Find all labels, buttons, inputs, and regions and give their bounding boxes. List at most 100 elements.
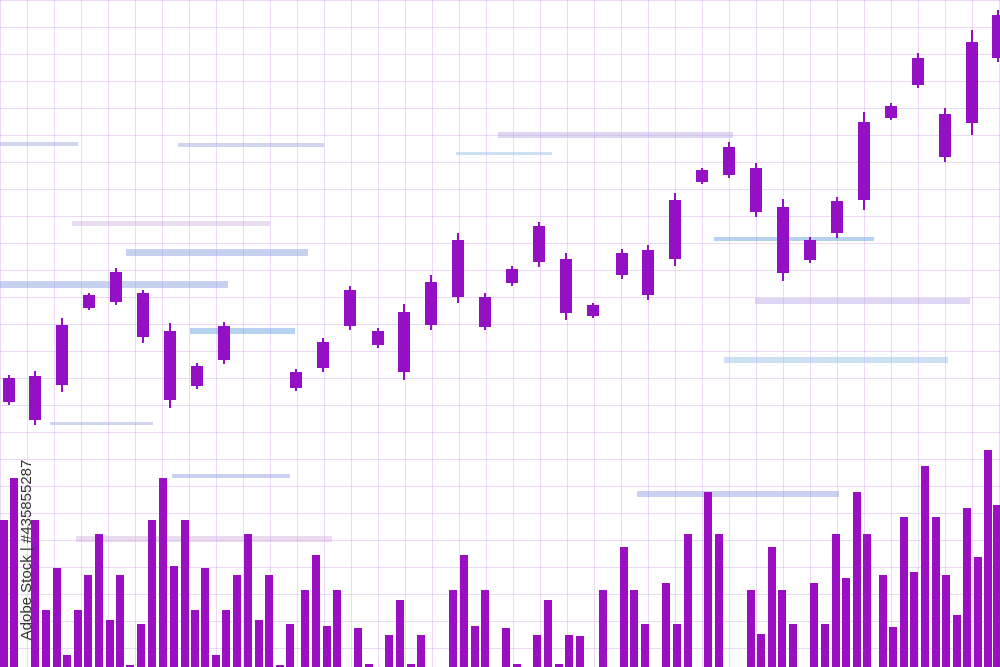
volume-bar bbox=[704, 492, 712, 667]
candle-body bbox=[290, 372, 302, 388]
volume-bar bbox=[233, 575, 241, 667]
volume-bar bbox=[863, 534, 871, 667]
volume-bar bbox=[502, 628, 510, 667]
volume-bar bbox=[10, 478, 18, 667]
volume-bar bbox=[641, 624, 649, 667]
volume-bar bbox=[212, 655, 220, 667]
candle-body bbox=[616, 253, 628, 275]
candle-body bbox=[777, 207, 789, 273]
volume-bar bbox=[810, 583, 818, 667]
volume-bar bbox=[684, 534, 692, 667]
volume-bar bbox=[286, 624, 294, 667]
volume-bar bbox=[842, 578, 850, 667]
volume-bar bbox=[832, 534, 840, 667]
volume-bar bbox=[148, 520, 156, 667]
candle-body bbox=[858, 122, 870, 200]
candle-body bbox=[398, 312, 410, 372]
volume-bar bbox=[555, 664, 563, 667]
volume-bar bbox=[159, 478, 167, 667]
volume-bar bbox=[365, 664, 373, 667]
volume-bar bbox=[191, 610, 199, 667]
volume-bar bbox=[323, 626, 331, 667]
volume-bar bbox=[42, 610, 50, 667]
candle-body bbox=[218, 326, 230, 360]
candle-body bbox=[587, 305, 599, 316]
volume-bar bbox=[963, 508, 971, 667]
volume-bar bbox=[565, 635, 573, 667]
volume-bar bbox=[407, 664, 415, 667]
volume-bar bbox=[533, 635, 541, 667]
volume-bar bbox=[942, 575, 950, 667]
candle-body bbox=[533, 226, 545, 262]
volume-bar bbox=[53, 568, 61, 667]
candle-body bbox=[425, 282, 437, 325]
volume-bar bbox=[900, 517, 908, 667]
volume-bar bbox=[821, 624, 829, 667]
volume-bar bbox=[255, 620, 263, 667]
candle-body bbox=[317, 342, 329, 368]
volume-bar bbox=[921, 466, 929, 667]
volume-bar bbox=[481, 590, 489, 667]
volume-bar bbox=[471, 626, 479, 667]
volume-bar bbox=[879, 575, 887, 667]
streak bbox=[755, 298, 970, 304]
volume-bar bbox=[620, 547, 628, 667]
volume-bar bbox=[244, 534, 252, 667]
volume-bar bbox=[778, 590, 786, 667]
streak bbox=[637, 491, 839, 497]
volume-bar bbox=[106, 620, 114, 667]
volume-bar bbox=[31, 520, 39, 667]
volume-bar bbox=[396, 600, 404, 667]
volume-bar bbox=[417, 635, 425, 667]
candle-body bbox=[110, 272, 122, 302]
volume-bar bbox=[181, 520, 189, 667]
candle-body bbox=[83, 295, 95, 308]
volume-bar bbox=[460, 555, 468, 667]
volume-bar bbox=[974, 557, 982, 667]
volume-bar bbox=[333, 590, 341, 667]
volume-bar bbox=[853, 492, 861, 667]
volume-bar bbox=[312, 555, 320, 667]
volume-bar bbox=[993, 505, 1000, 667]
candle-body bbox=[750, 168, 762, 212]
streak bbox=[178, 143, 324, 147]
volume-bar bbox=[84, 575, 92, 667]
volume-bar bbox=[63, 655, 71, 667]
candle-body bbox=[939, 114, 951, 157]
candle-body bbox=[669, 200, 681, 259]
streak bbox=[456, 152, 552, 155]
volume-bar bbox=[544, 600, 552, 667]
candle-body bbox=[885, 106, 897, 118]
volume-bar bbox=[276, 665, 284, 667]
streak bbox=[714, 237, 874, 241]
candle-body bbox=[479, 297, 491, 327]
volume-bar bbox=[953, 615, 961, 667]
candle-body bbox=[344, 290, 356, 326]
volume-bar bbox=[889, 627, 897, 667]
volume-bar bbox=[301, 590, 309, 667]
volume-bar bbox=[74, 610, 82, 667]
volume-bar bbox=[170, 566, 178, 667]
candle-body bbox=[831, 201, 843, 233]
volume-bar bbox=[354, 628, 362, 667]
marks bbox=[0, 10, 1000, 667]
streak bbox=[126, 249, 308, 256]
candle-body bbox=[642, 250, 654, 295]
streak bbox=[72, 221, 270, 226]
candle-body bbox=[137, 293, 149, 337]
volume-bar bbox=[757, 634, 765, 667]
volume-bar bbox=[630, 590, 638, 667]
candle-body bbox=[560, 259, 572, 313]
volume-bar bbox=[662, 583, 670, 667]
streak bbox=[724, 357, 948, 363]
streak bbox=[190, 328, 295, 334]
volume-bar bbox=[984, 450, 992, 667]
volume-bar bbox=[385, 635, 393, 667]
candle-body bbox=[372, 331, 384, 345]
candle-body bbox=[992, 15, 1000, 58]
candle-body bbox=[723, 147, 735, 175]
candle-body bbox=[29, 376, 41, 420]
volume-bar bbox=[449, 590, 457, 667]
